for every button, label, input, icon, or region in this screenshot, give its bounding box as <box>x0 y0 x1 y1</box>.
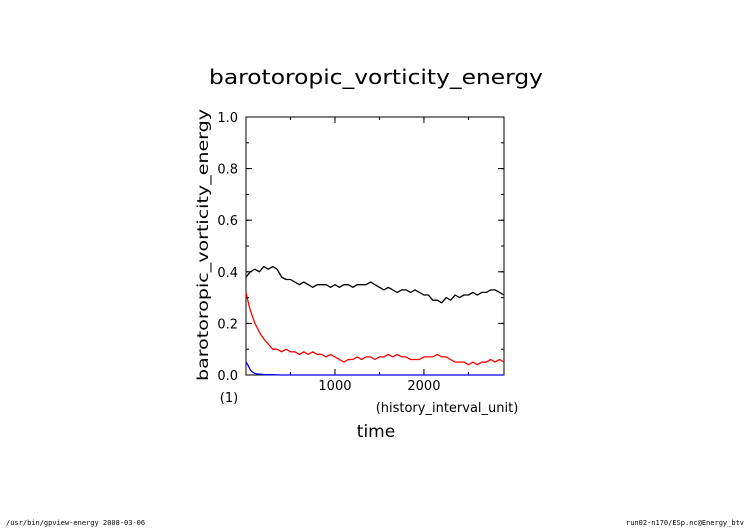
x-tick-label: 2000 <box>407 379 440 394</box>
x-unit-label: (history_interval_unit) <box>376 401 519 416</box>
plot-area <box>245 116 505 376</box>
y-tick-label: 0.6 <box>217 214 238 229</box>
x-tick-label: 1000 <box>318 379 351 394</box>
y-unit-label: (1) <box>220 391 238 406</box>
footer-left-text: /usr/bin/gpview-energy 2008-03-06 <box>6 519 146 527</box>
y-tick-label: 1.0 <box>217 111 238 126</box>
y-axis-label: barotoropic_vorticity_energy <box>194 109 213 381</box>
y-tick-label: 0.2 <box>217 317 238 332</box>
footer-right-text: run02-n170/ESp.nc@Energy_btv <box>625 519 744 527</box>
y-axis-label-group: barotoropic_vorticity_energy <box>194 109 213 381</box>
chart-title: barotoropic_vorticity_energy <box>209 65 543 89</box>
series-line-2 <box>245 292 505 366</box>
y-tick-label: 0.8 <box>217 163 238 178</box>
plot-frame <box>245 116 505 376</box>
y-tick-labels: 0.0 0.2 0.4 0.6 0.8 1.0 <box>217 111 238 384</box>
x-axis-label: time <box>357 422 395 442</box>
axis-ticks <box>246 116 504 376</box>
series-line-1 <box>245 265 505 304</box>
series-lines <box>245 265 505 376</box>
x-tick-labels: 1000 2000 <box>318 379 440 394</box>
series-line-3 <box>245 361 504 376</box>
y-tick-label: 0.4 <box>217 266 238 281</box>
y-tick-label: 0.0 <box>217 369 238 384</box>
